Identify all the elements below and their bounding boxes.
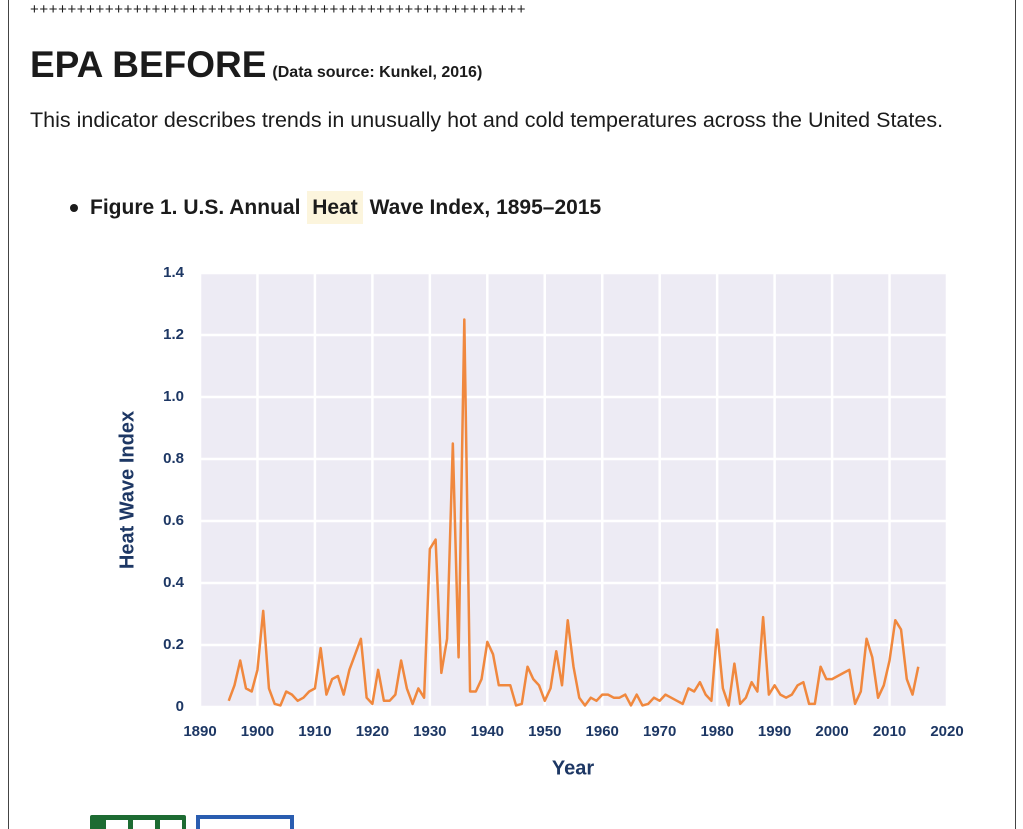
x-tick-label: 1910 <box>298 723 331 740</box>
icons <box>90 815 294 829</box>
x-tick-label: 1900 <box>241 723 274 740</box>
x-tick-label: 1930 <box>413 723 446 740</box>
x-tick-label: 1990 <box>758 723 791 740</box>
y-tick-label: 1.4 <box>163 264 185 281</box>
description: This indicator describes trends in unusu… <box>30 108 944 132</box>
figure-caption: Figure 1. U.S. Annual Heat Wave Index, 1… <box>70 191 602 224</box>
y-tick-label: 0.4 <box>163 574 185 591</box>
x-tick-label: 2000 <box>815 723 848 740</box>
y-tick-label: 0.6 <box>163 512 184 529</box>
data-line <box>227 318 920 707</box>
document-icon[interactable] <box>196 815 294 829</box>
plot-area <box>200 273 947 707</box>
x-tick-label: 1970 <box>643 723 676 740</box>
icon-cell <box>106 820 128 829</box>
bullet <box>70 204 78 213</box>
title-text: EPA BEFORE <box>30 44 267 85</box>
data-source: (Data source: Kunkel, 2016) <box>272 64 483 81</box>
x-tick-label: 1950 <box>528 723 561 740</box>
x-tick-label: 1920 <box>356 723 389 740</box>
y-tick-label: 0.2 <box>163 636 184 653</box>
plus-line: ++++++++++++++++++++++++++++++++++++++++… <box>30 1 527 18</box>
x-axis-label: Year <box>552 757 594 779</box>
content-frame <box>8 0 1016 829</box>
icon-cell <box>133 820 155 829</box>
y-tick-label: 0.8 <box>163 450 184 467</box>
y-tick-label: 1.2 <box>163 326 184 343</box>
x-tick-label: 1940 <box>471 723 504 740</box>
x-tick-label: 1980 <box>700 723 733 740</box>
caption-text: Figure 1. U.S. Annual <box>90 196 301 219</box>
caption-text: Wave Index, 1895–2015 <box>369 196 602 219</box>
page-title: EPA BEFORE (Data source: Kunkel, 2016) <box>30 44 482 86</box>
caption-highlight: Heat <box>307 191 363 224</box>
y-axis-label: Heat Wave Index <box>116 411 138 569</box>
icon-cell <box>160 820 182 829</box>
y-tick-label: 0 <box>176 698 184 715</box>
y-tick-label: 1.0 <box>163 388 184 405</box>
x-tick-label: 2020 <box>930 723 963 740</box>
x-tick-label: 1960 <box>586 723 619 740</box>
x-tick-label: 1890 <box>183 723 216 740</box>
x-tick-label: 2010 <box>873 723 906 740</box>
